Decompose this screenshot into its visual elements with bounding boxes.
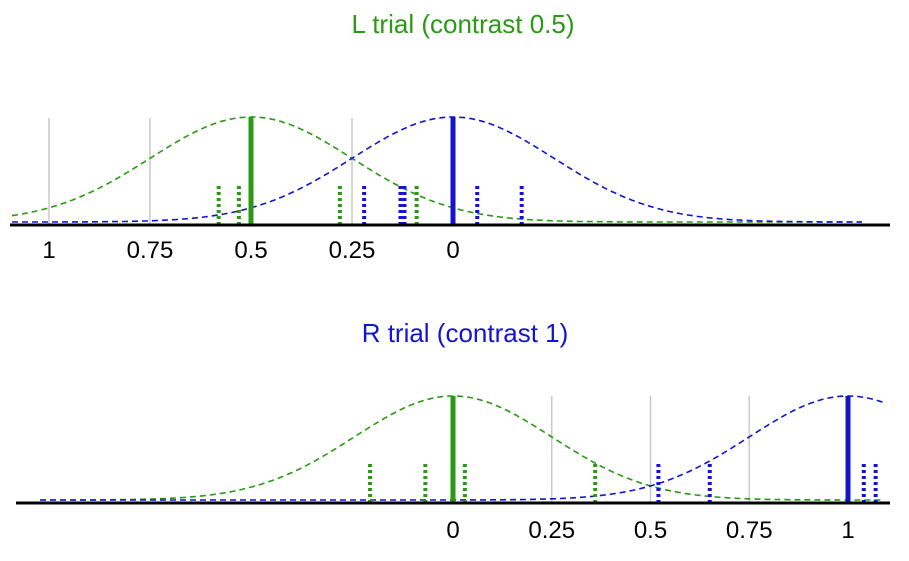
distribution-curve xyxy=(40,395,885,501)
tick-label: 0.25 xyxy=(329,237,376,264)
panel-l-trial: L trial (contrast 0.5) 1 0.75 0.5 0.25 0 xyxy=(10,9,890,264)
tick-label: 0.75 xyxy=(726,517,773,544)
tick-label: 0.5 xyxy=(634,517,667,544)
sample-markers xyxy=(216,186,524,225)
distribution-curves xyxy=(11,116,862,223)
tick-label: 0 xyxy=(446,517,459,544)
tick-label: 1 xyxy=(841,517,854,544)
tick-label: 0.75 xyxy=(127,237,174,264)
distribution-curve xyxy=(40,395,884,501)
axis-tick-labels: 1 0.75 0.5 0.25 0 xyxy=(42,237,459,264)
mean-markers xyxy=(450,396,851,503)
axis-tick-labels: 0 0.25 0.5 0.75 1 xyxy=(446,517,854,544)
gridlines xyxy=(551,396,750,503)
tick-label: 0.5 xyxy=(234,237,267,264)
distribution-curves xyxy=(40,395,885,501)
mean-markers xyxy=(248,117,456,225)
panel-title-r-trial: R trial (contrast 1) xyxy=(362,318,569,348)
tick-label: 0 xyxy=(446,237,459,264)
tick-label: 1 xyxy=(42,237,55,264)
distribution-curve xyxy=(12,116,862,223)
distribution-curve xyxy=(11,116,862,223)
panel-r-trial: R trial (contrast 1) 0 0.25 0.5 0.75 1 xyxy=(16,318,890,544)
tick-label: 0.25 xyxy=(528,517,575,544)
gridlines xyxy=(48,118,353,225)
panel-title-l-trial: L trial (contrast 0.5) xyxy=(351,9,574,39)
sample-markers xyxy=(368,464,878,503)
